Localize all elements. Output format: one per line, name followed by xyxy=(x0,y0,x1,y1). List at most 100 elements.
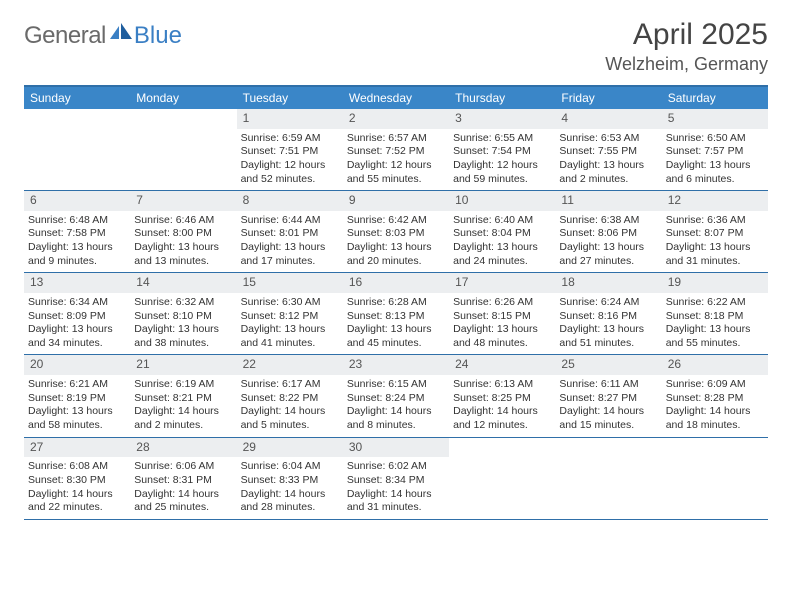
day-cell: 30Sunrise: 6:02 AMSunset: 8:34 PMDayligh… xyxy=(343,438,449,519)
day-cell: 26Sunrise: 6:09 AMSunset: 8:28 PMDayligh… xyxy=(662,355,768,436)
sunrise-text: Sunrise: 6:30 AM xyxy=(241,296,337,310)
dow-monday: Monday xyxy=(130,87,236,109)
sunset-text: Sunset: 8:12 PM xyxy=(241,310,337,324)
day-cell xyxy=(24,109,130,190)
week-row: 1Sunrise: 6:59 AMSunset: 7:51 PMDaylight… xyxy=(24,109,768,191)
header: General Blue April 2025 Welzheim, German… xyxy=(24,18,768,75)
sunset-text: Sunset: 8:01 PM xyxy=(241,227,337,241)
day-cell xyxy=(449,438,555,519)
calendar: Sunday Monday Tuesday Wednesday Thursday… xyxy=(24,85,768,520)
day-number: 30 xyxy=(343,438,449,458)
sunrise-text: Sunrise: 6:19 AM xyxy=(134,378,230,392)
day-body: Sunrise: 6:15 AMSunset: 8:24 PMDaylight:… xyxy=(343,375,449,437)
sunrise-text: Sunrise: 6:38 AM xyxy=(559,214,655,228)
day-number: 11 xyxy=(555,191,661,211)
sunrise-text: Sunrise: 6:57 AM xyxy=(347,132,443,146)
sunset-text: Sunset: 8:24 PM xyxy=(347,392,443,406)
day-body: Sunrise: 6:30 AMSunset: 8:12 PMDaylight:… xyxy=(237,293,343,355)
day-number: 6 xyxy=(24,191,130,211)
daylight-text: Daylight: 13 hours and 41 minutes. xyxy=(241,323,337,350)
sunrise-text: Sunrise: 6:22 AM xyxy=(666,296,762,310)
week-row: 13Sunrise: 6:34 AMSunset: 8:09 PMDayligh… xyxy=(24,273,768,355)
day-cell: 19Sunrise: 6:22 AMSunset: 8:18 PMDayligh… xyxy=(662,273,768,354)
day-body: Sunrise: 6:19 AMSunset: 8:21 PMDaylight:… xyxy=(130,375,236,437)
day-cell: 11Sunrise: 6:38 AMSunset: 8:06 PMDayligh… xyxy=(555,191,661,272)
day-cell: 6Sunrise: 6:48 AMSunset: 7:58 PMDaylight… xyxy=(24,191,130,272)
day-cell: 7Sunrise: 6:46 AMSunset: 8:00 PMDaylight… xyxy=(130,191,236,272)
sunrise-text: Sunrise: 6:46 AM xyxy=(134,214,230,228)
logo: General Blue xyxy=(24,22,182,50)
sunrise-text: Sunrise: 6:50 AM xyxy=(666,132,762,146)
dow-saturday: Saturday xyxy=(662,87,768,109)
dow-thursday: Thursday xyxy=(449,87,555,109)
sunset-text: Sunset: 8:04 PM xyxy=(453,227,549,241)
sunset-text: Sunset: 7:57 PM xyxy=(666,145,762,159)
day-cell xyxy=(662,438,768,519)
day-body: Sunrise: 6:06 AMSunset: 8:31 PMDaylight:… xyxy=(130,457,236,519)
daylight-text: Daylight: 13 hours and 45 minutes. xyxy=(347,323,443,350)
daylight-text: Daylight: 12 hours and 52 minutes. xyxy=(241,159,337,186)
day-number: 23 xyxy=(343,355,449,375)
sunset-text: Sunset: 8:15 PM xyxy=(453,310,549,324)
day-cell xyxy=(555,438,661,519)
dow-sunday: Sunday xyxy=(24,87,130,109)
day-number: 24 xyxy=(449,355,555,375)
day-number: 18 xyxy=(555,273,661,293)
daylight-text: Daylight: 13 hours and 38 minutes. xyxy=(134,323,230,350)
day-body: Sunrise: 6:22 AMSunset: 8:18 PMDaylight:… xyxy=(662,293,768,355)
day-cell: 1Sunrise: 6:59 AMSunset: 7:51 PMDaylight… xyxy=(237,109,343,190)
sunset-text: Sunset: 8:25 PM xyxy=(453,392,549,406)
day-number: 22 xyxy=(237,355,343,375)
day-cell: 25Sunrise: 6:11 AMSunset: 8:27 PMDayligh… xyxy=(555,355,661,436)
sunrise-text: Sunrise: 6:06 AM xyxy=(134,460,230,474)
weeks-container: 1Sunrise: 6:59 AMSunset: 7:51 PMDaylight… xyxy=(24,109,768,520)
daylight-text: Daylight: 13 hours and 24 minutes. xyxy=(453,241,549,268)
sunset-text: Sunset: 8:33 PM xyxy=(241,474,337,488)
day-cell: 5Sunrise: 6:50 AMSunset: 7:57 PMDaylight… xyxy=(662,109,768,190)
day-cell: 8Sunrise: 6:44 AMSunset: 8:01 PMDaylight… xyxy=(237,191,343,272)
day-body: Sunrise: 6:17 AMSunset: 8:22 PMDaylight:… xyxy=(237,375,343,437)
day-body: Sunrise: 6:38 AMSunset: 8:06 PMDaylight:… xyxy=(555,211,661,273)
day-number: 17 xyxy=(449,273,555,293)
day-body: Sunrise: 6:36 AMSunset: 8:07 PMDaylight:… xyxy=(662,211,768,273)
week-row: 6Sunrise: 6:48 AMSunset: 7:58 PMDaylight… xyxy=(24,191,768,273)
sunset-text: Sunset: 8:21 PM xyxy=(134,392,230,406)
daylight-text: Daylight: 13 hours and 20 minutes. xyxy=(347,241,443,268)
day-number: 28 xyxy=(130,438,236,458)
day-cell: 24Sunrise: 6:13 AMSunset: 8:25 PMDayligh… xyxy=(449,355,555,436)
sunrise-text: Sunrise: 6:34 AM xyxy=(28,296,124,310)
day-body: Sunrise: 6:13 AMSunset: 8:25 PMDaylight:… xyxy=(449,375,555,437)
day-body: Sunrise: 6:02 AMSunset: 8:34 PMDaylight:… xyxy=(343,457,449,519)
day-number: 25 xyxy=(555,355,661,375)
dow-friday: Friday xyxy=(555,87,661,109)
daylight-text: Daylight: 14 hours and 15 minutes. xyxy=(559,405,655,432)
day-body: Sunrise: 6:40 AMSunset: 8:04 PMDaylight:… xyxy=(449,211,555,273)
day-body: Sunrise: 6:08 AMSunset: 8:30 PMDaylight:… xyxy=(24,457,130,519)
logo-text-part2: Blue xyxy=(134,22,182,50)
day-cell xyxy=(130,109,236,190)
day-cell: 17Sunrise: 6:26 AMSunset: 8:15 PMDayligh… xyxy=(449,273,555,354)
daylight-text: Daylight: 13 hours and 17 minutes. xyxy=(241,241,337,268)
day-number: 3 xyxy=(449,109,555,129)
day-number: 14 xyxy=(130,273,236,293)
daylight-text: Daylight: 14 hours and 12 minutes. xyxy=(453,405,549,432)
day-body: Sunrise: 6:34 AMSunset: 8:09 PMDaylight:… xyxy=(24,293,130,355)
day-body: Sunrise: 6:48 AMSunset: 7:58 PMDaylight:… xyxy=(24,211,130,273)
day-body: Sunrise: 6:50 AMSunset: 7:57 PMDaylight:… xyxy=(662,129,768,191)
day-body: Sunrise: 6:32 AMSunset: 8:10 PMDaylight:… xyxy=(130,293,236,355)
day-cell: 13Sunrise: 6:34 AMSunset: 8:09 PMDayligh… xyxy=(24,273,130,354)
daylight-text: Daylight: 13 hours and 55 minutes. xyxy=(666,323,762,350)
day-number: 27 xyxy=(24,438,130,458)
location-label: Welzheim, Germany xyxy=(605,54,768,75)
sunrise-text: Sunrise: 6:59 AM xyxy=(241,132,337,146)
day-cell: 2Sunrise: 6:57 AMSunset: 7:52 PMDaylight… xyxy=(343,109,449,190)
day-number: 5 xyxy=(662,109,768,129)
sunset-text: Sunset: 8:03 PM xyxy=(347,227,443,241)
day-cell: 18Sunrise: 6:24 AMSunset: 8:16 PMDayligh… xyxy=(555,273,661,354)
sunset-text: Sunset: 8:31 PM xyxy=(134,474,230,488)
sunset-text: Sunset: 8:28 PM xyxy=(666,392,762,406)
day-body: Sunrise: 6:28 AMSunset: 8:13 PMDaylight:… xyxy=(343,293,449,355)
daylight-text: Daylight: 13 hours and 13 minutes. xyxy=(134,241,230,268)
daylight-text: Daylight: 13 hours and 34 minutes. xyxy=(28,323,124,350)
day-body: Sunrise: 6:59 AMSunset: 7:51 PMDaylight:… xyxy=(237,129,343,191)
